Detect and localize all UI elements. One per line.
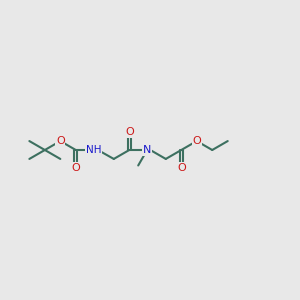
Text: O: O <box>177 163 186 173</box>
Text: O: O <box>56 136 65 146</box>
Text: O: O <box>125 127 134 137</box>
Text: NH: NH <box>86 145 101 155</box>
Text: O: O <box>71 163 80 173</box>
Text: N: N <box>143 145 151 155</box>
Text: O: O <box>192 136 201 146</box>
